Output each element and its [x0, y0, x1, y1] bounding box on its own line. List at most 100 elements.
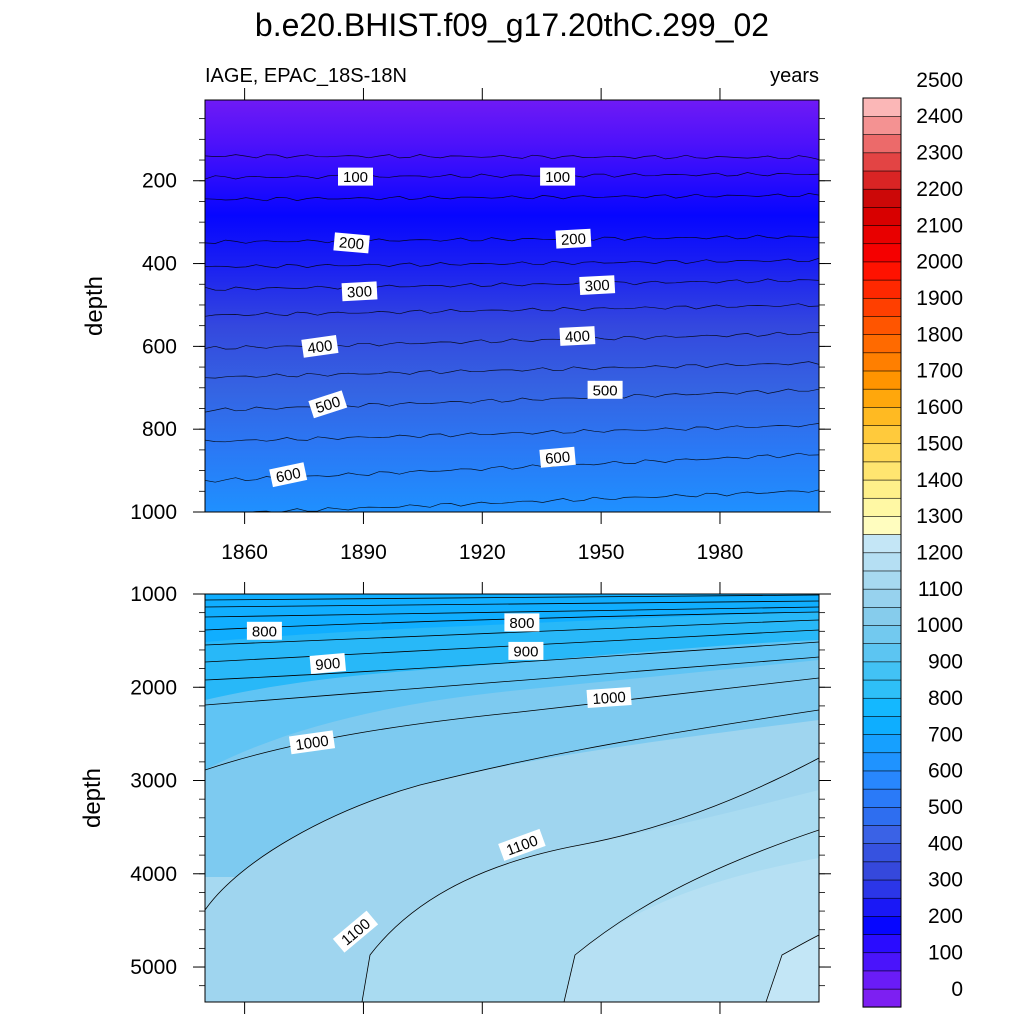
- x-tick-label: 1980: [697, 541, 744, 564]
- colorbar-box: [862, 443, 902, 463]
- contour-label-text: 1000: [592, 689, 626, 708]
- colorbar-box: [862, 370, 902, 390]
- contour-label-text: 300: [347, 283, 373, 301]
- colorbar-box: [862, 788, 902, 808]
- colorbar-label: 300: [928, 869, 963, 892]
- colorbar-box: [862, 952, 902, 972]
- colorbar-label: 400: [928, 832, 963, 855]
- contour-line-100: [205, 172, 819, 180]
- contour-label-text: 900: [315, 655, 341, 674]
- y-tick-label: 800: [142, 418, 177, 441]
- colorbar-box: [862, 134, 902, 154]
- x-tick-label: 1860: [221, 541, 268, 564]
- colorbar-box: [862, 933, 902, 954]
- colorbar-box: [862, 406, 902, 426]
- colorbar-box: [862, 206, 902, 226]
- top-ylabel: depth: [81, 276, 108, 336]
- contour-label: 1000: [586, 686, 632, 708]
- contour-label: 800: [246, 621, 282, 640]
- contour-label-text: 800: [509, 615, 534, 632]
- colorbar-label: 1600: [916, 396, 963, 419]
- contour-label-text: 900: [513, 643, 538, 660]
- colorbar-box: [862, 479, 902, 499]
- contour-label: 500: [587, 380, 623, 399]
- colorbar-box: [862, 861, 902, 881]
- contour-line-150: [205, 193, 819, 202]
- colorbar-box: [862, 497, 902, 517]
- colorbar-box: [862, 152, 902, 172]
- colorbar-box: [862, 824, 902, 844]
- colorbar-box: [862, 170, 902, 190]
- colorbar-box: [862, 752, 902, 772]
- top-panel-frame: [204, 99, 820, 513]
- colorbar-label: 1900: [916, 287, 963, 310]
- y-tick-label: 5000: [130, 956, 177, 979]
- colorbar-box: [862, 697, 902, 717]
- bottom-axes: 1000 2000 3000 4000 5000: [130, 582, 831, 1014]
- colorbar-box: [862, 606, 902, 626]
- contour-label: 200: [333, 232, 370, 253]
- colorbar-box: [862, 552, 902, 572]
- colorbar-label: 2000: [916, 251, 963, 274]
- y-tick-label: 200: [142, 170, 177, 193]
- x-tick-label: 1920: [459, 541, 506, 564]
- contour-line-200: [205, 234, 819, 244]
- colorbar-label: 500: [928, 796, 963, 819]
- colorbar-box: [862, 352, 902, 372]
- contour-label-text: 300: [584, 277, 610, 295]
- colorbar-box: [862, 570, 902, 590]
- colorbar-label: 0: [951, 978, 963, 1001]
- colorbar-box: [862, 643, 902, 663]
- colorbar-box: [862, 624, 902, 644]
- contour-label-text: 600: [274, 465, 302, 487]
- contour-line-550: [205, 423, 819, 443]
- contour-label: 1000: [288, 730, 336, 755]
- right-subtitle: years: [770, 65, 819, 87]
- colorbar-box: [862, 515, 902, 535]
- y-tick-label: 400: [142, 253, 177, 276]
- colorbar-label: 900: [928, 651, 963, 674]
- colorbar-box: [862, 424, 902, 445]
- colorbar-box: [862, 188, 902, 208]
- contour-label-text: 800: [252, 623, 277, 640]
- contour-label: 300: [341, 281, 378, 301]
- colorbar-box: [862, 115, 902, 135]
- colorbar-box: [862, 915, 902, 935]
- y-tick-label: 1000: [130, 583, 177, 606]
- contour-label: 100: [540, 167, 576, 186]
- colorbar-box: [862, 733, 902, 754]
- contour-line-50: [205, 154, 819, 160]
- colorbar-box: [862, 661, 902, 681]
- y-tick-label: 1000: [130, 501, 177, 524]
- colorbar-label: 1800: [916, 323, 963, 346]
- colorbar-box: [862, 224, 902, 245]
- colorbar-box: [862, 461, 902, 481]
- colorbar-box: [862, 261, 902, 281]
- chart-title: b.e20.BHIST.f09_g17.20thC.299_02: [255, 7, 769, 43]
- y-tick-label: 2000: [130, 676, 177, 699]
- contour-label-text: 100: [545, 169, 570, 186]
- colorbar-label: 1200: [916, 542, 963, 565]
- bottom-panel-frame: [204, 593, 820, 1003]
- contour-label: 300: [579, 275, 616, 295]
- contour-label: 800: [504, 613, 540, 632]
- contour-label-text: 200: [561, 231, 587, 249]
- colorbar-box: [862, 988, 902, 1008]
- left-subtitle: IAGE, EPAC_18S-18N: [205, 65, 407, 87]
- colorbar-box: [862, 897, 902, 917]
- bottom-ylabel: depth: [79, 768, 106, 828]
- colorbar-label: 1100: [918, 578, 963, 601]
- top-contour-lines: [205, 154, 819, 512]
- colorbar-box: [862, 679, 902, 699]
- contour-label: 900: [508, 641, 544, 660]
- colorbar-label: 600: [928, 760, 963, 783]
- top-axes: 200 400 600 800 1000: [130, 88, 831, 524]
- colorbar-box: [862, 297, 902, 317]
- contour-label: 500: [308, 390, 348, 419]
- contour-label: 200: [555, 228, 592, 249]
- contour-label: 400: [301, 335, 339, 358]
- colorbar-box: [862, 970, 902, 990]
- colorbar-box: [862, 315, 902, 335]
